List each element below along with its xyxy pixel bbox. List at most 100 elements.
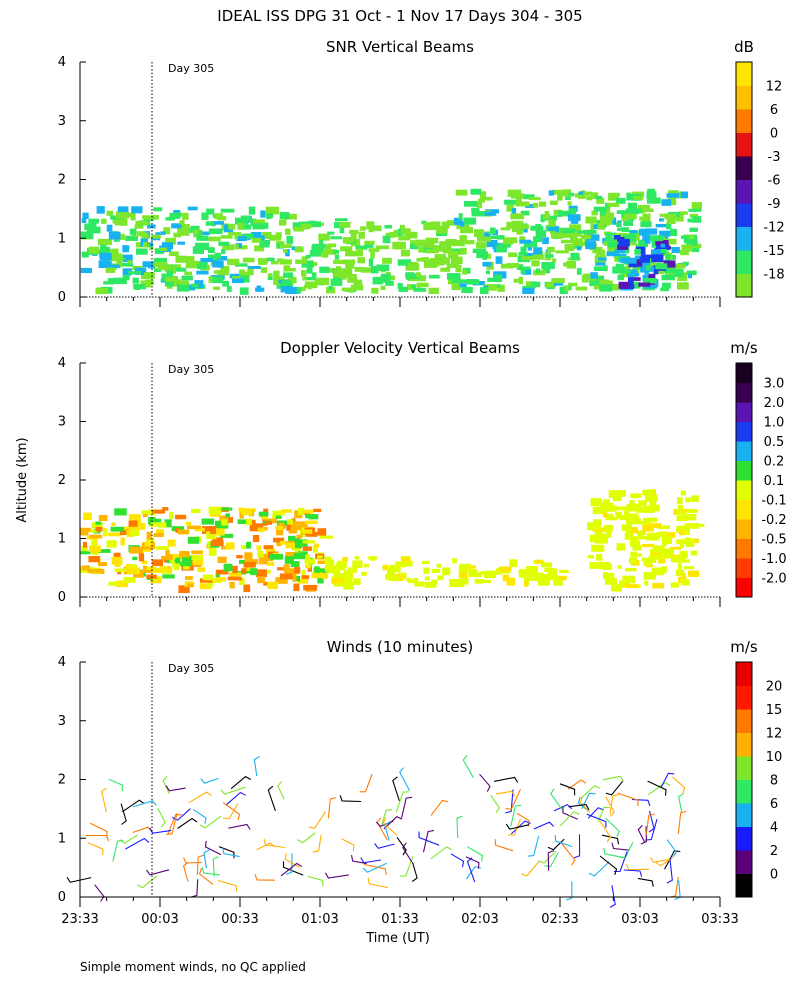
data-cell (543, 215, 558, 221)
data-cell (354, 560, 360, 565)
wind-barb (392, 776, 400, 802)
data-cell (83, 541, 88, 548)
data-cell (238, 245, 248, 250)
data-cell (343, 259, 356, 265)
data-cell (618, 543, 624, 548)
data-cell (551, 258, 557, 263)
data-cell (248, 206, 256, 215)
data-cell (220, 235, 233, 239)
data-cell (655, 240, 669, 246)
data-cell (255, 569, 267, 577)
data-cell (197, 264, 207, 270)
data-cell (638, 500, 647, 506)
data-cell (157, 265, 172, 271)
data-cell (593, 206, 607, 212)
data-cell (194, 527, 205, 532)
data-cell (424, 576, 430, 581)
data-cell (593, 266, 605, 271)
data-cell (562, 189, 572, 197)
wind-barb (560, 842, 576, 866)
data-cell (484, 231, 495, 235)
data-cell (576, 230, 588, 234)
data-cell (496, 245, 507, 253)
colorbar-label: -9 (768, 197, 781, 212)
data-cell (569, 224, 582, 232)
data-cell (639, 506, 650, 512)
data-cell (605, 507, 617, 512)
data-cell (206, 531, 217, 540)
data-cell (285, 552, 300, 558)
data-cell (623, 220, 634, 226)
colorbar-label: 0.2 (764, 455, 785, 470)
data-cell (398, 228, 404, 236)
data-cell (191, 555, 203, 560)
data-cell (267, 581, 278, 589)
data-cell (551, 189, 564, 195)
data-cell (648, 555, 656, 563)
data-cell (103, 281, 115, 285)
data-cell (129, 228, 137, 235)
data-cell (182, 281, 190, 290)
data-cell (409, 243, 420, 250)
wind-barb (430, 846, 453, 860)
data-cell (175, 557, 181, 564)
data-cell (568, 282, 578, 287)
data-cell (446, 239, 457, 244)
data-cell (326, 287, 336, 294)
wind-barb (573, 834, 581, 859)
data-cell (632, 544, 642, 551)
data-cell (212, 260, 219, 268)
data-cell (638, 282, 651, 287)
wind-barb (399, 767, 411, 792)
data-cell (192, 246, 204, 254)
data-cell (283, 265, 291, 272)
wind-barb (157, 807, 166, 828)
data-cell (260, 514, 267, 520)
data-cell (535, 230, 547, 238)
wind-barb (165, 785, 186, 792)
data-cell (528, 576, 538, 581)
data-cell (150, 576, 162, 584)
data-cell (581, 234, 592, 239)
wind-barb (396, 836, 407, 856)
data-cell (318, 568, 327, 574)
wind-barb (587, 807, 604, 819)
wind-barb (666, 839, 677, 858)
data-cell (507, 189, 522, 197)
data-cell (187, 583, 194, 588)
data-cell (607, 195, 619, 201)
data-cell (544, 211, 549, 217)
data-cell (246, 541, 252, 549)
colorbar-swatch (736, 226, 752, 251)
colorbar-unit: dB (734, 38, 754, 56)
data-cell (644, 580, 649, 586)
data-cell (109, 253, 123, 262)
data-cell (546, 282, 555, 288)
data-cell (370, 266, 379, 274)
data-cell (91, 539, 96, 547)
data-cell (658, 559, 666, 564)
data-cell (643, 236, 656, 242)
data-cell (336, 266, 342, 270)
data-cell (293, 225, 304, 232)
data-cell (461, 286, 473, 293)
wind-barb (605, 780, 624, 796)
data-cell (221, 249, 226, 254)
data-cell (628, 263, 638, 268)
data-cell (400, 249, 410, 257)
day-marker-label: Day 305 (168, 363, 214, 376)
wind-barb (149, 827, 172, 834)
x-tick-label: 00:03 (141, 912, 178, 927)
wind-barb (677, 810, 687, 834)
data-cell (446, 273, 461, 280)
data-cell (285, 228, 291, 235)
data-cell (146, 531, 152, 540)
data-cell (142, 215, 153, 220)
data-cell (615, 511, 623, 519)
data-cell (166, 554, 173, 560)
data-cell (215, 569, 229, 575)
data-cell (266, 562, 275, 566)
data-cell (614, 249, 625, 254)
wind-barb (188, 791, 212, 804)
data-cell (640, 266, 647, 273)
